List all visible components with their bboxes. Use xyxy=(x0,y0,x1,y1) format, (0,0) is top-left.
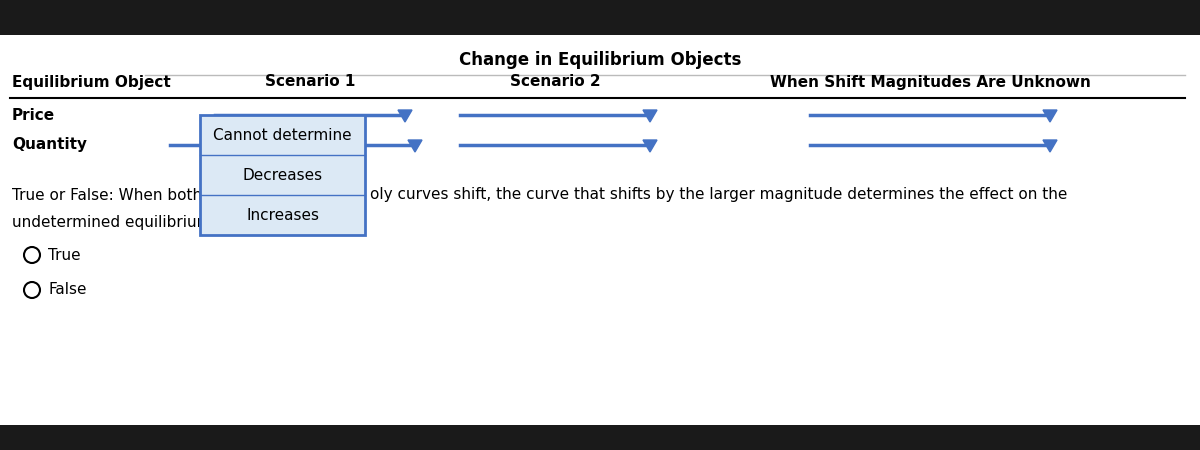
Text: oly curves shift, the curve that shifts by the larger magnitude determines the e: oly curves shift, the curve that shifts … xyxy=(370,188,1067,203)
Bar xyxy=(200,115,365,235)
Text: Quantity: Quantity xyxy=(12,138,88,153)
Text: Equilibrium Object: Equilibrium Object xyxy=(12,75,170,90)
Polygon shape xyxy=(643,110,658,122)
Text: Increases: Increases xyxy=(246,207,319,222)
Text: True: True xyxy=(48,248,80,262)
Polygon shape xyxy=(408,140,422,152)
Text: undetermined equilibrium: undetermined equilibrium xyxy=(12,215,211,230)
Text: Scenario 2: Scenario 2 xyxy=(510,75,600,90)
Text: Cannot determine: Cannot determine xyxy=(214,127,352,143)
Text: Price: Price xyxy=(12,108,55,122)
Polygon shape xyxy=(1043,110,1057,122)
Polygon shape xyxy=(398,110,412,122)
Text: When Shift Magnitudes Are Unknown: When Shift Magnitudes Are Unknown xyxy=(769,75,1091,90)
Polygon shape xyxy=(313,138,326,150)
Polygon shape xyxy=(1043,140,1057,152)
Polygon shape xyxy=(643,140,658,152)
Text: Change in Equilibrium Objects: Change in Equilibrium Objects xyxy=(458,51,742,69)
Text: Decreases: Decreases xyxy=(242,167,323,183)
Text: True or False: When both t: True or False: When both t xyxy=(12,188,214,203)
Text: Scenario 1: Scenario 1 xyxy=(265,75,355,90)
Bar xyxy=(0,35,1200,425)
Text: False: False xyxy=(48,283,86,297)
